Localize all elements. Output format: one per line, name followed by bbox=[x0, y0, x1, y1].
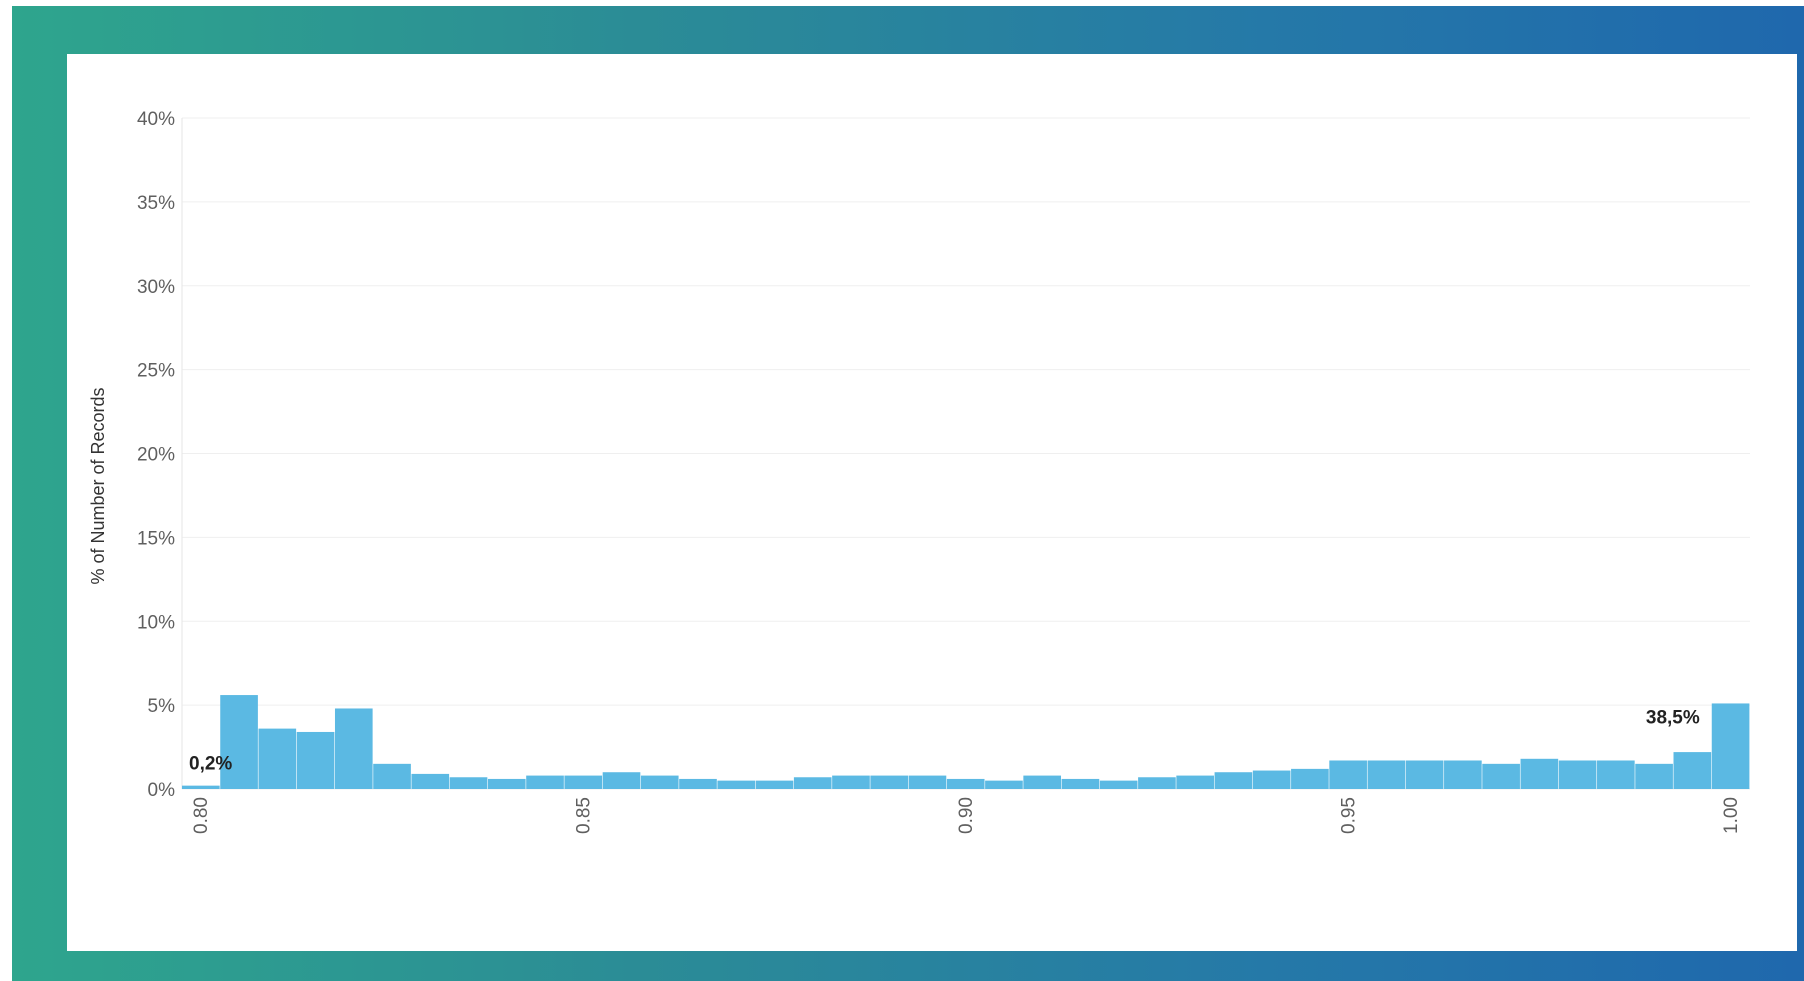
bars-group bbox=[182, 695, 1750, 789]
bar-18 bbox=[870, 775, 909, 789]
bar-20 bbox=[946, 778, 985, 789]
annotations: 0,2% 38,5% bbox=[189, 707, 1700, 774]
bar-25 bbox=[1138, 777, 1176, 789]
bar-15 bbox=[755, 780, 794, 789]
data-label-1: 38,5% bbox=[1646, 707, 1700, 728]
bar-21 bbox=[985, 780, 1023, 789]
bar-12 bbox=[640, 775, 679, 789]
y-tick-label-3: 15% bbox=[137, 528, 175, 549]
data-label-0: 0,2% bbox=[189, 754, 232, 775]
y-tick-label-5: 25% bbox=[137, 361, 175, 382]
bar-28 bbox=[1252, 770, 1291, 789]
y-tick-label-6: 30% bbox=[137, 277, 175, 298]
bar-9 bbox=[526, 775, 564, 789]
x-tick-label-2: 0.90 bbox=[956, 797, 977, 834]
histogram-chart: 0%5%10%15%20%25%30%35%40% 0.80 0.85 0.90 0.… bbox=[88, 109, 1750, 834]
bar-1 bbox=[220, 695, 258, 789]
bar-4 bbox=[334, 708, 373, 789]
bar-33 bbox=[1444, 760, 1482, 789]
bar-26 bbox=[1176, 775, 1214, 789]
bar-11 bbox=[602, 772, 641, 789]
bar-24 bbox=[1099, 780, 1138, 789]
bar-8 bbox=[487, 778, 526, 789]
bar-0 bbox=[182, 785, 220, 789]
y-tick-label-8: 40% bbox=[137, 109, 175, 130]
bar-23 bbox=[1061, 778, 1100, 789]
y-axis-ticks: 0% 5% 10% 15% 20% 25% 30% 35% 40% bbox=[137, 109, 175, 801]
x-tick-label-4: 1.00 bbox=[1721, 797, 1742, 834]
y-tick-label-4: 20% bbox=[137, 445, 175, 466]
bar-40 bbox=[1711, 703, 1750, 789]
bar-29 bbox=[1291, 768, 1329, 789]
bar-36 bbox=[1558, 760, 1597, 789]
y-tick-label-7: 35% bbox=[137, 193, 175, 214]
bar-10 bbox=[564, 775, 603, 789]
bar-34 bbox=[1482, 763, 1520, 789]
y-tick-label-2: 10% bbox=[137, 612, 175, 633]
bar-14 bbox=[717, 780, 756, 789]
bar-39 bbox=[1673, 752, 1712, 789]
bar-38 bbox=[1635, 763, 1673, 789]
bar-37 bbox=[1597, 760, 1635, 789]
bar-3 bbox=[296, 731, 335, 789]
bar-22 bbox=[1023, 775, 1062, 789]
y-axis-label: % of Number of Records bbox=[88, 387, 108, 584]
bar-31 bbox=[1367, 760, 1406, 789]
bar-6 bbox=[411, 773, 450, 789]
gradient-frame: 0% 5% 10% 15% 20% 25% 30% 35% 40% 0.80 0.85 0.90 0.… bbox=[12, 6, 1804, 981]
chart-panel: 0% 5% 10% 15% 20% 25% 30% 35% 40% 0.80 0.85 0.90 0.… bbox=[67, 54, 1797, 951]
y-tick-label-1: 5% bbox=[148, 696, 176, 717]
bar-5 bbox=[373, 763, 411, 789]
bar-17 bbox=[832, 775, 870, 789]
bar-30 bbox=[1329, 760, 1367, 789]
bar-13 bbox=[679, 778, 717, 789]
x-tick-label-3: 0.95 bbox=[1338, 797, 1359, 834]
bar-32 bbox=[1405, 760, 1444, 789]
bar-2 bbox=[258, 728, 297, 789]
grid-lines bbox=[181, 117, 1750, 790]
y-tick-label-0: 0% bbox=[148, 780, 176, 801]
x-tick-label-0: 0.80 bbox=[191, 797, 212, 834]
bar-16 bbox=[793, 777, 832, 789]
x-tick-label-1: 0.85 bbox=[574, 797, 595, 834]
bar-19 bbox=[908, 775, 947, 789]
bar-27 bbox=[1214, 772, 1253, 789]
bar-7 bbox=[449, 777, 488, 789]
bar-35 bbox=[1520, 758, 1559, 789]
x-axis-ticks: 0.80 0.85 0.90 0.95 1.00 bbox=[191, 797, 1742, 834]
